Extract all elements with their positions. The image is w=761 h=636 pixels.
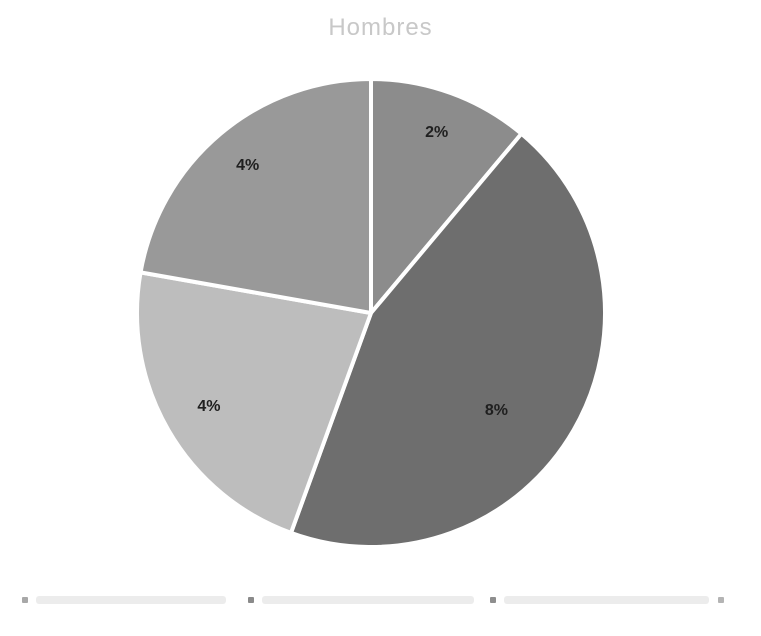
legend-swatch-3 xyxy=(490,597,496,603)
chart-legend xyxy=(0,588,761,612)
legend-label-placeholder-1 xyxy=(36,596,226,604)
pie-slice-1 xyxy=(369,77,524,315)
legend-label-placeholder-2 xyxy=(262,596,474,604)
pie-slice-label-3: 4% xyxy=(197,398,220,415)
legend-item-1 xyxy=(22,588,226,612)
chart-title: Hombres xyxy=(328,14,433,41)
legend-swatch-1 xyxy=(22,597,28,603)
legend-item-3 xyxy=(490,588,709,612)
legend-swatch-2 xyxy=(248,597,254,603)
pie-slice-label-4: 4% xyxy=(236,157,259,174)
legend-swatch-4 xyxy=(718,597,724,603)
legend-item-4 xyxy=(718,588,732,612)
pie-slice-label-2: 8% xyxy=(485,402,508,419)
legend-item-2 xyxy=(248,588,474,612)
pie-slice-4 xyxy=(138,77,373,315)
pie-slice-label-1: 2% xyxy=(425,124,448,141)
pie-data-labels: 2% 8% 4% 4% xyxy=(197,124,508,419)
pie-slices xyxy=(135,77,607,549)
pie-slice-2 xyxy=(288,131,607,549)
pie-slice-3 xyxy=(135,270,373,535)
legend-label-placeholder-3 xyxy=(504,596,709,604)
